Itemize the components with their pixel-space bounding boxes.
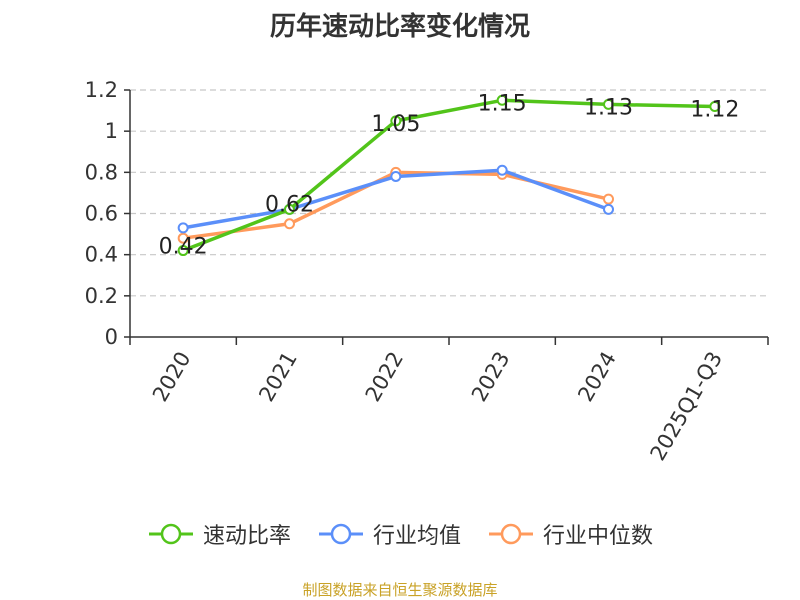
data-point	[284, 218, 295, 230]
legend-item[interactable]: 速动比率	[147, 518, 291, 550]
x-tick-label: 2023	[467, 347, 515, 405]
legend-circle	[500, 523, 522, 545]
data-point	[709, 100, 721, 112]
data-point	[284, 203, 295, 215]
grid-lines	[130, 89, 768, 297]
series-line-2	[182, 170, 609, 240]
legend-label: 速动比率	[202, 524, 291, 549]
legend-item[interactable]: 行业中位数	[487, 518, 653, 550]
data-label: 1.05	[371, 112, 420, 137]
legend-circle	[330, 523, 352, 545]
data-label: 0.42	[159, 235, 208, 260]
x-tick-label: 2022	[361, 348, 409, 406]
legend-label: 行业均值	[372, 524, 461, 549]
data-point	[603, 203, 614, 215]
y-tick-label: 1.2	[85, 78, 118, 102]
data-point	[390, 170, 402, 182]
source-note: 制图数据来自恒生聚源数据库	[302, 581, 498, 599]
data-label: 1.13	[584, 95, 633, 120]
chart-title: 历年速动比率变化情况	[269, 12, 530, 42]
legend: 速动比率 行业均值 行业中位数	[0, 518, 800, 550]
data-label: 1.12	[690, 97, 739, 122]
legend-line-marker-icon	[489, 523, 533, 545]
data-label: 1.15	[478, 91, 527, 116]
series-line-0	[182, 98, 715, 253]
legend-line-marker-icon	[318, 523, 363, 545]
data-point	[496, 94, 508, 106]
y-tick-label: 0.4	[85, 243, 118, 267]
y-tick-label: 0.6	[85, 202, 118, 226]
y-tick-label: 0.8	[85, 160, 118, 184]
y-tick-label: 1	[105, 119, 118, 143]
legend-circle	[160, 523, 182, 545]
x-tick-label: 2024	[573, 348, 621, 406]
legend-item[interactable]: 行业均值	[317, 518, 461, 550]
x-tick-label: 2021	[254, 348, 302, 406]
axes: 0 0.2 0.4 0.6 0.8 1 1.2 2020 2021 2022 2023 2024 202…	[85, 78, 769, 465]
data-point	[177, 222, 189, 234]
series-lines	[177, 94, 721, 257]
data-point	[603, 98, 614, 110]
legend-label: 行业中位数	[543, 524, 654, 549]
legend-line-marker-icon	[148, 523, 193, 545]
data-labels: 0.42 0.62 1.05 1.15 1.13 1.12	[159, 91, 740, 259]
data-point	[177, 232, 189, 244]
data-point	[603, 193, 614, 205]
y-tick-label: 0	[105, 325, 118, 349]
x-tick-label: 2025Q1-Q3	[646, 348, 728, 465]
y-tick-label: 0.2	[85, 284, 118, 308]
data-point	[496, 164, 508, 176]
data-label: 0.62	[265, 192, 314, 217]
data-point	[390, 115, 402, 127]
data-point	[177, 245, 189, 257]
x-tick-label: 2020	[148, 348, 196, 406]
